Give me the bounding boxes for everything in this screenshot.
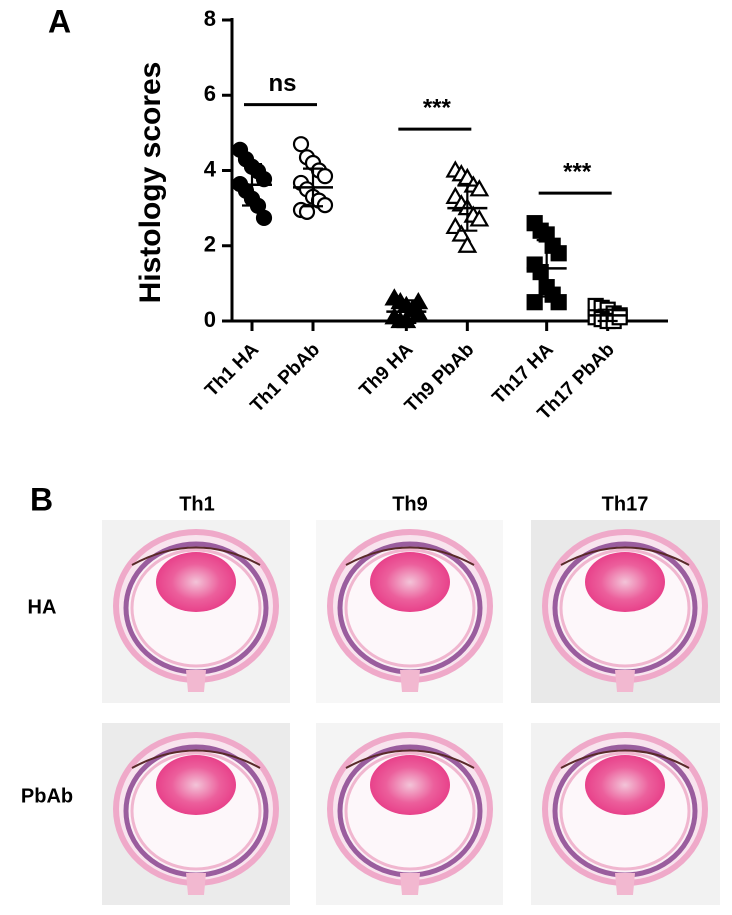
error-bar: [303, 167, 323, 208]
significance-label: ***: [423, 94, 452, 121]
data-point: [550, 245, 567, 262]
data-point: [526, 294, 543, 311]
histology-panel: Th1 Th9 Th17 HA PbAb: [21, 493, 720, 905]
column-header: Th1: [179, 493, 215, 515]
data-point: [451, 224, 472, 242]
x-tick-label: Th9 HA: [356, 339, 418, 401]
data-point: [316, 197, 334, 214]
panel-label: A: [48, 3, 71, 39]
x-tick-label: Th1 HA: [201, 339, 263, 401]
significance-label: ***: [563, 158, 592, 185]
histology-image: [531, 520, 720, 703]
y-tick-label: 6: [204, 81, 216, 106]
data-point: [457, 235, 478, 253]
data-point: [469, 179, 490, 197]
y-axis-title: Histology scores: [134, 62, 167, 304]
data-point: [255, 209, 273, 227]
histology-image: [102, 723, 290, 905]
y-tick-label: 4: [204, 156, 217, 181]
row-label: PbAb: [21, 785, 73, 807]
y-tick-label: 2: [204, 232, 216, 257]
data-point: [292, 136, 310, 153]
column-header: Th9: [392, 493, 428, 515]
data-point: [298, 203, 316, 220]
histology-image: [316, 520, 503, 703]
column-header: Th17: [602, 493, 649, 515]
histology-image: [316, 723, 503, 905]
error-bar: [536, 239, 557, 298]
error-bar: [242, 163, 262, 207]
histology-image: [531, 723, 720, 905]
y-tick-label: 8: [204, 6, 216, 31]
data-point: [611, 309, 628, 326]
data-point: [255, 171, 273, 188]
data-point: [316, 168, 334, 185]
significance-label: ns: [268, 70, 296, 97]
y-tick-label: 0: [204, 307, 216, 332]
data-point: [469, 209, 490, 227]
row-label: HA: [28, 596, 57, 618]
data-point: [550, 294, 567, 311]
error-bar: [597, 308, 618, 323]
error-bar: [457, 184, 478, 232]
histology-image: [102, 520, 290, 703]
panel-label: B: [30, 481, 53, 517]
error-bar: [396, 299, 417, 324]
